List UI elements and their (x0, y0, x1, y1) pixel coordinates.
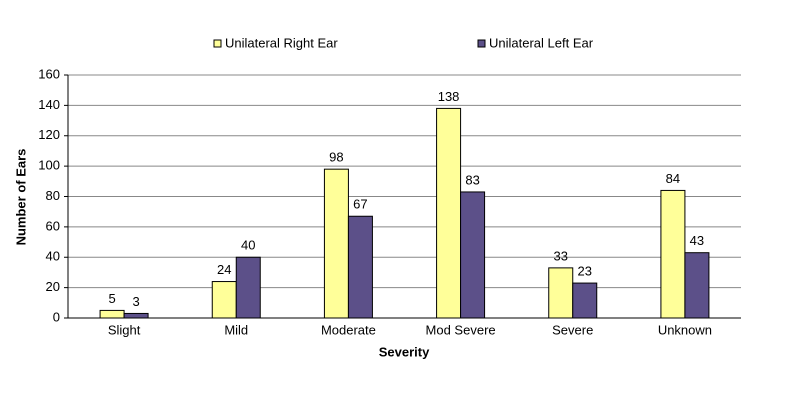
bar (548, 267, 574, 319)
x-tick-label: Mod Severe (426, 322, 496, 337)
bar (235, 256, 261, 319)
y-tick-label: 160 (38, 66, 60, 81)
y-tick-label: 120 (38, 127, 60, 142)
data-label: 3 (132, 294, 139, 309)
bar (99, 309, 125, 319)
legend-label: Unilateral Right Ear (225, 35, 338, 50)
bar (211, 281, 237, 319)
bar (660, 189, 686, 319)
data-label: 24 (217, 262, 231, 277)
bar (684, 252, 710, 319)
bar (323, 168, 349, 319)
y-tick-label: 0 (53, 309, 60, 324)
y-tick-label: 60 (46, 218, 60, 233)
x-tick-label: Moderate (321, 322, 376, 337)
data-label: 83 (465, 172, 479, 187)
y-tick-label: 40 (46, 249, 60, 264)
y-tick-label: 80 (46, 188, 60, 203)
bar (460, 191, 486, 319)
legend-swatch (213, 39, 222, 48)
data-label: 67 (353, 197, 367, 212)
bar (123, 312, 149, 319)
data-label: 5 (108, 291, 115, 306)
data-label: 98 (329, 150, 343, 165)
bar (572, 282, 598, 319)
data-label: 84 (666, 171, 680, 186)
bar (436, 107, 462, 319)
data-label: 23 (578, 264, 592, 279)
x-tick-label: Severe (552, 322, 593, 337)
bar (347, 215, 373, 319)
data-label: 40 (241, 238, 255, 253)
data-label: 33 (554, 248, 568, 263)
y-tick-label: 140 (38, 97, 60, 112)
legend-label: Unilateral Left Ear (489, 35, 594, 50)
legend-swatch (477, 39, 486, 48)
x-axis-label: Severity (379, 344, 430, 359)
data-label: 43 (690, 233, 704, 248)
y-tick-label: 100 (38, 158, 60, 173)
y-axis-label: Number of Ears (13, 149, 28, 246)
y-tick-label: 20 (46, 279, 60, 294)
data-label: 138 (438, 89, 460, 104)
x-tick-label: Mild (224, 322, 248, 337)
x-tick-label: Slight (108, 322, 141, 337)
x-tick-label: Unknown (658, 322, 712, 337)
